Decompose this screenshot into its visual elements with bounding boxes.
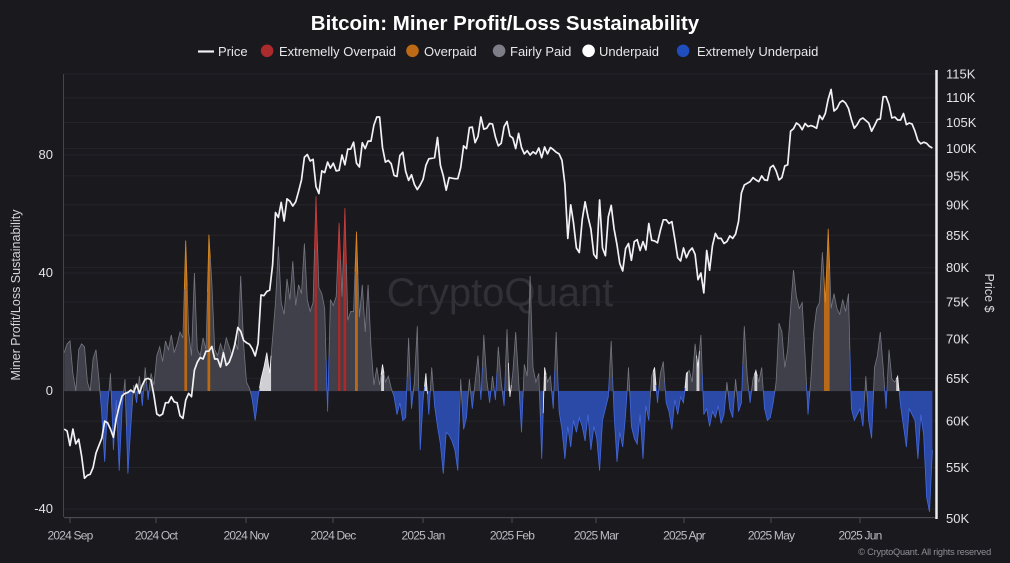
- svg-text:2024 Sep: 2024 Sep: [48, 528, 94, 542]
- svg-text:50K: 50K: [946, 511, 969, 526]
- svg-text:75K: 75K: [946, 295, 969, 310]
- svg-text:Overpaid: Overpaid: [424, 44, 477, 59]
- svg-text:105K: 105K: [946, 115, 977, 130]
- svg-text:2025 Jun: 2025 Jun: [839, 528, 882, 542]
- svg-text:2025 Jan: 2025 Jan: [402, 528, 445, 542]
- svg-text:© CryptoQuant. All rights rese: © CryptoQuant. All rights reserved: [858, 547, 991, 557]
- svg-text:Extremely Underpaid: Extremely Underpaid: [697, 44, 818, 59]
- svg-text:100K: 100K: [946, 141, 977, 156]
- svg-text:80: 80: [39, 147, 53, 162]
- svg-text:Extremelly Overpaid: Extremelly Overpaid: [279, 44, 396, 59]
- svg-text:2024 Oct: 2024 Oct: [135, 528, 179, 542]
- svg-text:CryptoQuant: CryptoQuant: [387, 271, 614, 315]
- svg-text:2025 May: 2025 May: [748, 528, 795, 542]
- svg-text:Miner Profit/Loss Sustainabili: Miner Profit/Loss Sustainability: [9, 209, 23, 381]
- svg-text:70K: 70K: [946, 331, 969, 346]
- svg-text:55K: 55K: [946, 460, 969, 475]
- svg-text:-40: -40: [34, 501, 53, 516]
- svg-text:60K: 60K: [946, 414, 969, 429]
- svg-text:2025 Apr: 2025 Apr: [663, 528, 705, 542]
- svg-text:110K: 110K: [946, 90, 976, 105]
- svg-text:2025 Mar: 2025 Mar: [574, 528, 619, 542]
- svg-text:85K: 85K: [946, 228, 969, 243]
- svg-text:65K: 65K: [946, 371, 969, 386]
- svg-text:0: 0: [46, 383, 53, 398]
- svg-text:Price: Price: [218, 44, 248, 59]
- svg-text:Price $: Price $: [982, 274, 996, 313]
- svg-text:95K: 95K: [946, 168, 969, 183]
- svg-text:80K: 80K: [946, 260, 969, 275]
- svg-text:40: 40: [39, 265, 53, 280]
- svg-text:Underpaid: Underpaid: [599, 44, 659, 59]
- svg-text:90K: 90K: [946, 197, 969, 212]
- svg-text:2024 Dec: 2024 Dec: [311, 528, 357, 542]
- svg-text:115K: 115K: [946, 67, 976, 82]
- svg-text:2024 Nov: 2024 Nov: [224, 528, 270, 542]
- svg-text:2025 Feb: 2025 Feb: [490, 528, 535, 542]
- svg-text:Fairly Paid: Fairly Paid: [510, 44, 571, 59]
- svg-text:Bitcoin: Miner Profit/Loss Sus: Bitcoin: Miner Profit/Loss Sustainabilit…: [311, 12, 700, 35]
